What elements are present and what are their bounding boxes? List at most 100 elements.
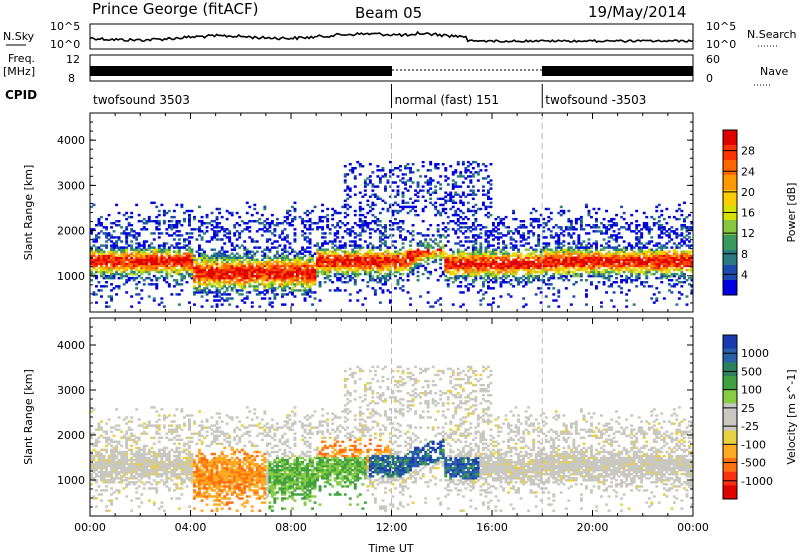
data-cell (642, 226, 646, 229)
data-cell (399, 262, 402, 266)
data-cell (303, 281, 307, 284)
data-cell (532, 217, 536, 221)
data-cell (409, 266, 413, 270)
data-cell (471, 191, 475, 194)
data-cell (288, 260, 292, 264)
data-cell (220, 258, 224, 262)
data-cell (539, 258, 543, 262)
data-cell (366, 262, 370, 266)
data-cell (378, 264, 382, 268)
data-cell (650, 252, 654, 255)
data-cell (509, 272, 513, 276)
data-cell (205, 266, 209, 270)
data-cell (225, 264, 229, 268)
data-cell (557, 272, 561, 276)
data-cell (343, 189, 347, 192)
data-cell (482, 252, 485, 255)
data-cell (361, 246, 365, 249)
data-cell (389, 301, 392, 304)
data-cell (311, 303, 315, 306)
data-cell (449, 199, 453, 203)
data-cell (567, 272, 571, 276)
data-cell (90, 262, 93, 266)
data-cell (579, 256, 583, 260)
data-cell (574, 274, 578, 278)
data-cell (147, 272, 151, 276)
data-cell (253, 207, 257, 211)
data-cell (487, 191, 490, 194)
data-cell (155, 250, 159, 253)
data-cell (147, 256, 151, 260)
data-cell (243, 297, 247, 300)
data-cell (459, 252, 463, 255)
data-cell (130, 258, 134, 262)
data-cell (235, 262, 239, 266)
data-cell (95, 264, 98, 268)
data-cell (534, 274, 538, 278)
data-cell (208, 256, 212, 260)
data-cell (476, 171, 480, 174)
data-cell (384, 262, 387, 266)
data-cell (406, 163, 410, 166)
data-cell (492, 262, 495, 266)
data-cell (569, 236, 573, 239)
data-cell (577, 262, 581, 266)
data-cell (208, 270, 212, 274)
data-cell (396, 191, 400, 194)
data-cell (240, 268, 244, 272)
data-cell (135, 242, 139, 245)
data-cell (165, 264, 169, 268)
data-cell (399, 248, 402, 251)
data-cell (263, 293, 267, 296)
data-cell (258, 305, 262, 308)
data-cell (557, 238, 561, 241)
data-cell (409, 179, 413, 182)
data-cell (188, 246, 191, 249)
data-cell (622, 254, 626, 258)
data-cell (351, 276, 355, 280)
data-cell (512, 270, 516, 274)
data-cell (519, 244, 523, 247)
data-cell (336, 224, 340, 227)
data-cell (208, 276, 212, 280)
data-cell (552, 236, 556, 239)
data-cell (527, 266, 531, 270)
data-cell (657, 262, 661, 266)
data-cell (125, 234, 129, 237)
data-cell (215, 268, 219, 272)
data-cell (378, 266, 382, 270)
data-cell (351, 240, 355, 243)
data-cell (404, 173, 408, 176)
data-cell (97, 248, 101, 251)
data-cell (311, 222, 315, 225)
data-cell (215, 289, 219, 292)
data-cell (230, 276, 234, 280)
data-cell (291, 248, 294, 251)
data-cell (243, 252, 247, 255)
data-cell (487, 270, 490, 274)
data-cell (338, 248, 342, 251)
data-cell (346, 203, 350, 207)
data-cell (353, 244, 357, 247)
data-cell (532, 268, 536, 272)
data-cell (396, 254, 400, 258)
data-cell (165, 281, 169, 284)
data-cell (338, 289, 342, 292)
data-cell (253, 281, 257, 284)
data-cell (431, 252, 435, 255)
data-cell (439, 262, 443, 266)
data-cell (544, 224, 548, 227)
data-cell (243, 240, 247, 243)
data-cell (421, 258, 425, 262)
data-cell (647, 258, 651, 262)
data-cell (245, 276, 249, 280)
data-cell (102, 258, 106, 262)
data-cell (645, 258, 649, 262)
data-cell (177, 272, 181, 276)
data-cell (90, 260, 93, 264)
data-cell (675, 246, 679, 249)
data-cell (356, 244, 360, 247)
data-cell (487, 205, 490, 209)
data-cell (497, 256, 500, 260)
data-cell (265, 279, 269, 282)
